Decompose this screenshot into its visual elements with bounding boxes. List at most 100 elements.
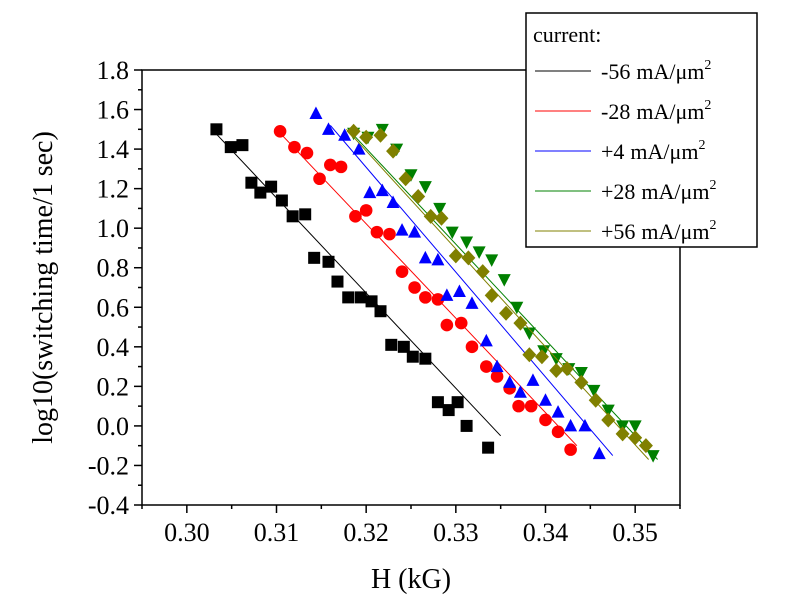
data-point (395, 265, 409, 278)
data-point (236, 139, 249, 152)
data-point (224, 141, 237, 154)
data-point (398, 171, 413, 187)
data-point (411, 189, 426, 205)
data-point (448, 248, 463, 264)
y-tick-label: -0.2 (88, 451, 129, 480)
data-point (338, 128, 352, 141)
legend-entries: -56 mA/μm2 -28 mA/μm2 +4 mA/μm2 +28 mA/μm2 +56 mA… (535, 58, 716, 244)
data-point (300, 146, 314, 160)
fit-line-3 (329, 125, 614, 456)
data-point (490, 359, 504, 373)
series-5 (346, 123, 653, 460)
data-point (273, 124, 287, 138)
y-tick-label: -0.4 (88, 491, 129, 520)
data-point (397, 340, 410, 353)
data-point (419, 291, 432, 304)
data-point (475, 264, 490, 280)
data-point (549, 363, 564, 379)
data-point (354, 291, 367, 304)
data-point (503, 375, 517, 388)
data-point (254, 186, 267, 199)
data-point (601, 412, 616, 428)
data-point (299, 208, 312, 221)
legend-title: current: (533, 22, 601, 47)
y-axis-title: log10(switching time/1 sec) (28, 131, 59, 444)
data-point (383, 227, 396, 241)
data-point (628, 430, 643, 446)
data-point (574, 367, 588, 380)
data-point (564, 418, 578, 432)
y-tick-label: 0.8 (97, 254, 130, 283)
fit-line-2 (276, 128, 578, 447)
data-point (346, 123, 361, 139)
data-point (265, 180, 278, 193)
y-tick-label: 1.0 (97, 214, 130, 243)
data-point (499, 305, 514, 321)
data-point (513, 385, 527, 398)
data-point (408, 225, 422, 238)
x-tick-label: 0.31 (254, 518, 300, 547)
data-point (482, 441, 495, 454)
data-point (385, 338, 398, 351)
series-2 (273, 124, 578, 456)
data-point (245, 176, 258, 189)
data-point (375, 183, 389, 197)
legend-label: +28 mA/μm2 (601, 178, 716, 204)
data-point (560, 361, 575, 377)
data-point (322, 255, 335, 268)
x-tick-label: 0.30 (164, 518, 210, 547)
data-point (451, 396, 464, 409)
series-3 (309, 106, 614, 460)
data-point (352, 142, 366, 155)
data-point (431, 252, 445, 266)
data-point (539, 393, 552, 406)
data-point (440, 288, 454, 301)
data-point (308, 251, 321, 264)
y-tick-label: 1.4 (97, 135, 130, 164)
x-tick-label: 0.32 (343, 518, 389, 547)
data-point (386, 143, 401, 159)
y-tick-label: 0.2 (97, 372, 130, 401)
data-point (373, 127, 388, 143)
data-point (434, 210, 449, 226)
data-point (534, 349, 549, 365)
data-point (431, 293, 445, 306)
data-point (549, 353, 563, 366)
data-point (497, 274, 511, 287)
data-point (480, 360, 493, 373)
x-tick-label: 0.33 (433, 518, 479, 547)
data-point (395, 223, 409, 236)
y-tick-label: 0.4 (97, 333, 130, 362)
data-point (452, 284, 466, 297)
y-tick-label: 1.2 (97, 175, 130, 204)
data-point (461, 250, 476, 266)
data-point (628, 420, 642, 433)
data-point (408, 281, 421, 294)
series-1 (210, 123, 502, 454)
data-point (460, 419, 473, 432)
legend-entry-4: +28 mA/μm2 (535, 178, 716, 204)
data-point (313, 172, 326, 186)
data-point (539, 413, 552, 427)
data-point (404, 169, 418, 182)
data-point (309, 106, 323, 119)
y-tick-label: 1.8 (97, 56, 130, 85)
axis-layer: 0.30 0.31 0.32 0.33 0.34 0.35 -0.4 -0.2 0.0 0.2 0.… (88, 56, 681, 547)
data-point (418, 250, 432, 264)
legend-label: -56 mA/μm2 (601, 58, 711, 84)
data-point (334, 160, 348, 174)
fit-line-1 (211, 128, 502, 437)
data-point (406, 350, 419, 363)
data-point (588, 392, 603, 408)
data-point (479, 333, 493, 347)
legend-entry-5: +56 mA/μm2 (535, 218, 716, 244)
data-point (512, 399, 525, 413)
data-point (342, 291, 355, 304)
data-point (592, 446, 606, 460)
data-point (324, 158, 337, 172)
y-tick-label: 1.6 (97, 96, 130, 125)
data-point (210, 123, 223, 136)
legend-label: +4 mA/μm2 (601, 138, 705, 164)
